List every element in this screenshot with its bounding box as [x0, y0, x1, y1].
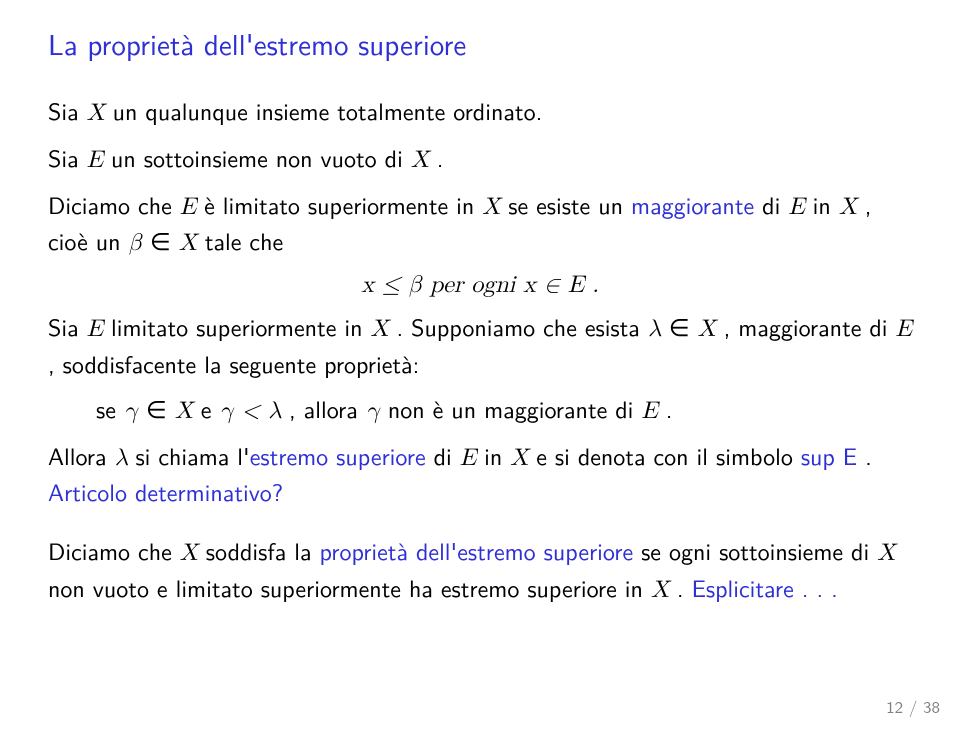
- var-lambda: λ: [268, 399, 281, 423]
- text: se: [96, 391, 124, 426]
- term-proprieta: proprietà dell'estremo superiore: [320, 533, 634, 568]
- text: ∈: [142, 223, 179, 258]
- var-X: X: [179, 231, 197, 255]
- text: .: [429, 140, 444, 175]
- var-gamma: γ: [124, 399, 138, 423]
- text: Sia: [48, 93, 87, 128]
- term-sup-E: sup E: [801, 438, 857, 473]
- text: Diciamo che: [48, 187, 180, 222]
- var-E: E: [896, 317, 912, 341]
- text: è limitato superiormente in: [196, 187, 482, 222]
- var-E: E: [87, 148, 103, 172]
- display-eq-1: x ≤ β per ogni x ∈ E .: [48, 271, 912, 300]
- para-1: Sia X un qualunque insieme totalmente or…: [48, 94, 912, 131]
- slide-title: La proprietà dell'estremo superiore: [48, 22, 912, 64]
- var-X: X: [87, 101, 105, 125]
- term-estremo-superiore: estremo superiore: [250, 438, 426, 473]
- var-X: X: [175, 399, 193, 423]
- text: ∈: [138, 391, 175, 426]
- note-articolo: Articolo determinativo?: [48, 474, 283, 509]
- var-X: X: [839, 195, 857, 219]
- text: Sia: [48, 309, 87, 344]
- var-beta: β: [129, 231, 142, 255]
- var-lambda: λ: [648, 317, 661, 341]
- var-E: E: [641, 399, 657, 423]
- text: .: [669, 570, 692, 605]
- note-esplicitare: Esplicitare . . .: [692, 570, 838, 605]
- para-4: Sia E limitato superiormente in X . Supp…: [48, 310, 912, 382]
- text: un qualunque insieme totalmente ordinato…: [105, 93, 543, 128]
- para-2: Sia E un sottoinsieme non vuoto di X .: [48, 141, 912, 178]
- var-X: X: [877, 541, 895, 565]
- text: di: [754, 187, 788, 222]
- text: .: [857, 438, 872, 473]
- text: si chiama l': [127, 438, 249, 473]
- var-X: X: [482, 195, 500, 219]
- text: non è un maggiorante di: [380, 391, 642, 426]
- var-E: E: [460, 446, 476, 470]
- text: se esiste un: [500, 187, 631, 222]
- var-E: E: [180, 195, 196, 219]
- var-gamma: γ: [366, 399, 380, 423]
- var-gamma: γ: [219, 399, 233, 423]
- text: un sottoinsieme non vuoto di: [103, 140, 411, 175]
- math-display: x ≤ β per ogni x ∈ E .: [361, 273, 599, 297]
- text: di: [426, 438, 460, 473]
- var-lambda: λ: [115, 446, 128, 470]
- term-maggiorante: maggiorante: [631, 187, 754, 222]
- text: ∈: [661, 309, 698, 344]
- text: tale che: [197, 223, 283, 258]
- text: se ogni sottoinsieme di: [633, 533, 877, 568]
- text: Sia: [48, 140, 87, 175]
- var-X: X: [510, 446, 528, 470]
- text: , soddisfacente la seguente proprietà:: [48, 346, 419, 381]
- text: limitato superiormente in: [103, 309, 371, 344]
- para-5: se γ ∈ X e γ < λ , allora γ non è un mag…: [48, 392, 912, 429]
- para-7: Diciamo che X soddisfa la proprietà dell…: [48, 534, 912, 608]
- para-6: Allora λ si chiama l'estremo superiore d…: [48, 439, 912, 511]
- text: Diciamo che: [48, 533, 180, 568]
- text: soddisfa la: [198, 533, 320, 568]
- slide: La proprietà dell'estremo superiore Sia …: [0, 0, 960, 731]
- var-X: X: [180, 541, 198, 565]
- text: e si denota con il simbolo: [528, 438, 801, 473]
- var-X: X: [698, 317, 716, 341]
- op-lt: <: [234, 399, 269, 423]
- text: non vuoto e limitato superiormente ha es…: [48, 570, 651, 605]
- text: , allora: [281, 391, 366, 426]
- var-X: X: [411, 148, 429, 172]
- var-E: E: [788, 195, 804, 219]
- var-X: X: [651, 578, 669, 602]
- var-X: X: [371, 317, 389, 341]
- text: .: [658, 391, 673, 426]
- text: . Supponiamo che esista: [389, 309, 648, 344]
- text: Allora: [48, 438, 115, 473]
- var-E: E: [87, 317, 103, 341]
- text: in: [805, 187, 839, 222]
- text: in: [476, 438, 510, 473]
- text: e: [193, 391, 220, 426]
- text: , maggiorante di: [716, 309, 896, 344]
- page-number: 12 / 38: [886, 694, 940, 719]
- para-3: Diciamo che E è limitato superiormente i…: [48, 188, 912, 262]
